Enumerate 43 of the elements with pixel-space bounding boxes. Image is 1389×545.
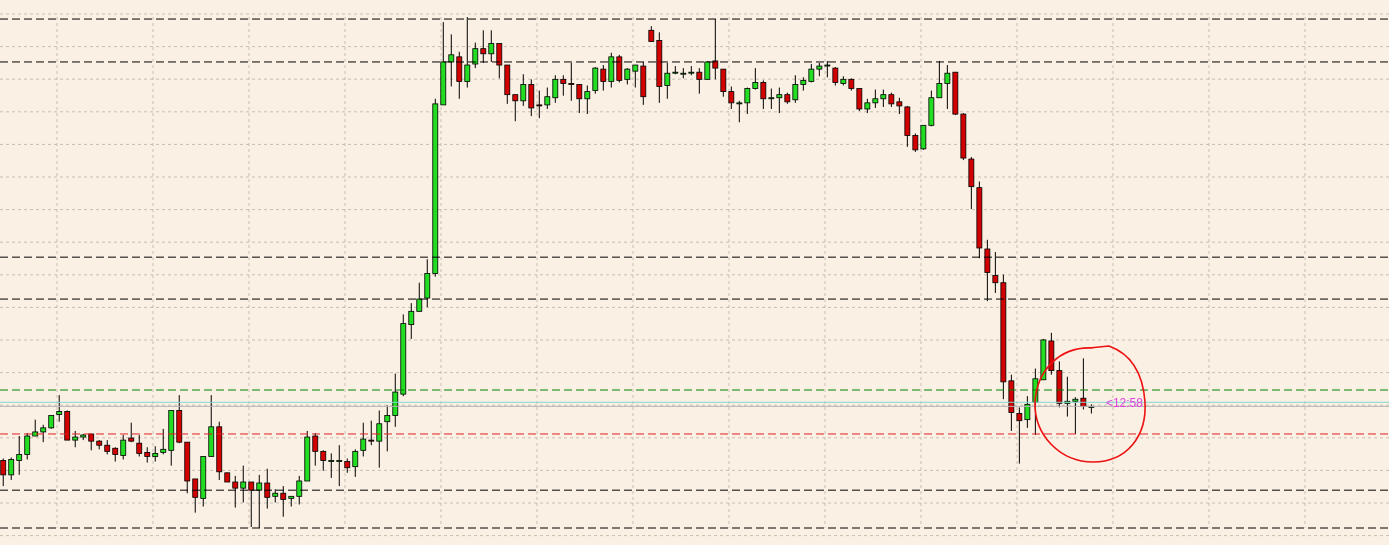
candlestick xyxy=(856,88,863,112)
candlestick xyxy=(776,87,783,114)
candlestick xyxy=(360,422,367,457)
candlestick xyxy=(728,86,735,110)
candlestick xyxy=(792,74,799,104)
candlestick xyxy=(336,444,343,487)
candlestick xyxy=(520,73,527,107)
candlestick xyxy=(552,74,559,104)
candlestick xyxy=(752,67,759,91)
candlestick xyxy=(600,64,607,92)
candlestick xyxy=(512,94,519,122)
candlestick xyxy=(56,394,63,423)
candlestick xyxy=(320,449,327,472)
candlestick xyxy=(536,90,543,119)
candlestick xyxy=(384,404,391,452)
candlestick xyxy=(736,100,743,123)
candlestick xyxy=(0,458,7,487)
candlestick xyxy=(872,89,879,109)
candlestick xyxy=(312,432,319,467)
candlestick xyxy=(576,83,583,114)
candlestick xyxy=(376,409,383,469)
candlestick xyxy=(696,67,703,95)
candlestick xyxy=(328,452,335,479)
candlestick xyxy=(560,74,567,97)
candlestick xyxy=(24,432,31,461)
candlestick xyxy=(720,68,727,98)
candlestick xyxy=(592,66,599,95)
candlestick xyxy=(760,79,767,110)
candlestick xyxy=(768,88,775,110)
candlestick xyxy=(136,434,143,457)
candlestick xyxy=(352,448,359,478)
candlestick xyxy=(368,420,375,446)
candlestick xyxy=(120,434,127,461)
candlestick xyxy=(392,373,399,428)
candlestick xyxy=(832,66,839,86)
candlestick xyxy=(16,435,23,476)
candlestick xyxy=(8,456,15,481)
candlestick xyxy=(744,87,751,115)
candlestick xyxy=(408,302,415,340)
candlestick xyxy=(584,84,591,115)
candlestick xyxy=(544,87,551,110)
candlestick xyxy=(528,78,535,117)
candlestick xyxy=(160,428,167,455)
